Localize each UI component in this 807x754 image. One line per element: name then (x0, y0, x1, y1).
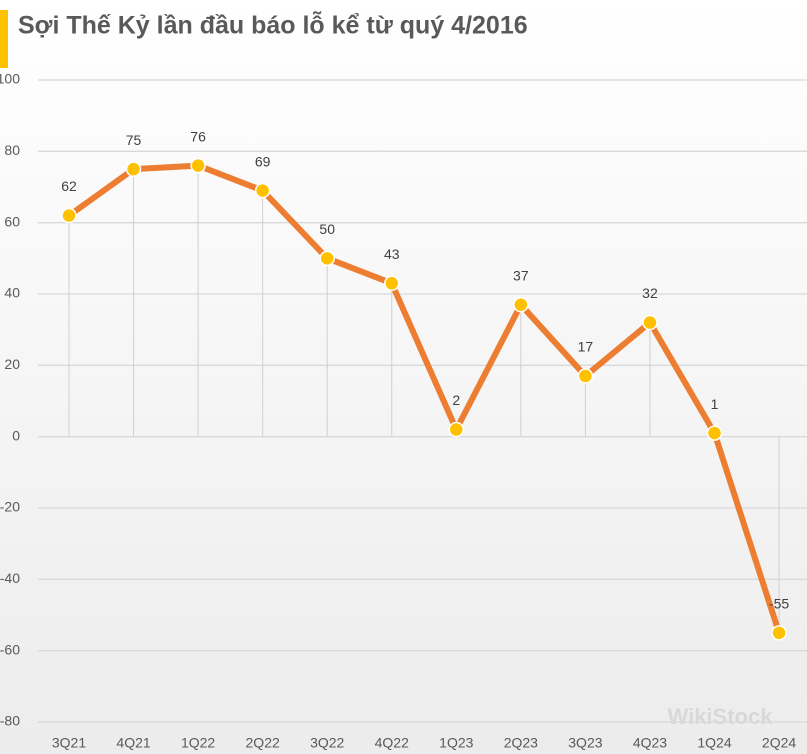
x-tick-label: 3Q23 (568, 735, 602, 751)
data-label: 1 (711, 396, 719, 412)
x-tick-label: 1Q24 (697, 735, 731, 751)
y-tick-label: 100 (0, 71, 20, 87)
x-tick-label: 2Q23 (504, 735, 538, 751)
y-tick-label: -80 (0, 713, 20, 729)
y-tick-label: 60 (4, 213, 20, 229)
data-label: 43 (384, 246, 400, 262)
data-label: 50 (319, 221, 335, 237)
point-marker (771, 625, 787, 641)
point-marker (577, 368, 594, 384)
data-label: -55 (769, 596, 789, 612)
y-tick-label: 0 (12, 427, 20, 443)
x-tick-label: 1Q23 (439, 735, 473, 751)
point-marker (190, 157, 206, 174)
watermark: WikiStock (668, 704, 774, 729)
point-marker (319, 250, 335, 267)
point-marker (384, 275, 400, 292)
point-marker (61, 207, 77, 224)
title-accent (0, 10, 8, 68)
data-label: 32 (642, 285, 658, 301)
point-marker (254, 182, 271, 199)
chart-title: Sợi Thế Kỷ lần đầu báo lỗ kể từ quý 4/20… (18, 10, 528, 40)
y-tick-label: -40 (0, 570, 20, 586)
data-label: 76 (190, 128, 206, 144)
x-tick-label: 1Q22 (181, 735, 215, 751)
data-label: 69 (255, 153, 271, 169)
y-tick-label: -60 (0, 641, 20, 657)
series-line (67, 162, 782, 634)
data-label: 75 (126, 132, 142, 148)
point-marker (125, 161, 142, 177)
x-tick-label: 4Q21 (116, 735, 150, 751)
y-tick-label: 80 (4, 142, 20, 158)
y-tick-label: -20 (0, 499, 20, 515)
x-tick-label: 3Q22 (310, 735, 344, 751)
point-marker (513, 296, 529, 313)
point-marker (642, 314, 658, 331)
data-label: 62 (61, 178, 77, 194)
x-tick-label: 4Q22 (375, 735, 409, 751)
x-tick-label: 2Q22 (246, 735, 280, 751)
x-tick-label: 3Q21 (52, 735, 86, 751)
data-label: 37 (513, 267, 529, 283)
point-marker (706, 425, 723, 441)
x-tick-label: 4Q23 (633, 735, 667, 751)
x-tick-label: 2Q24 (762, 735, 796, 751)
y-tick-label: 40 (4, 285, 20, 301)
data-label: 2 (452, 392, 460, 408)
data-label: 17 (578, 339, 594, 355)
y-tick-label: 20 (4, 356, 20, 372)
point-marker (448, 421, 465, 438)
